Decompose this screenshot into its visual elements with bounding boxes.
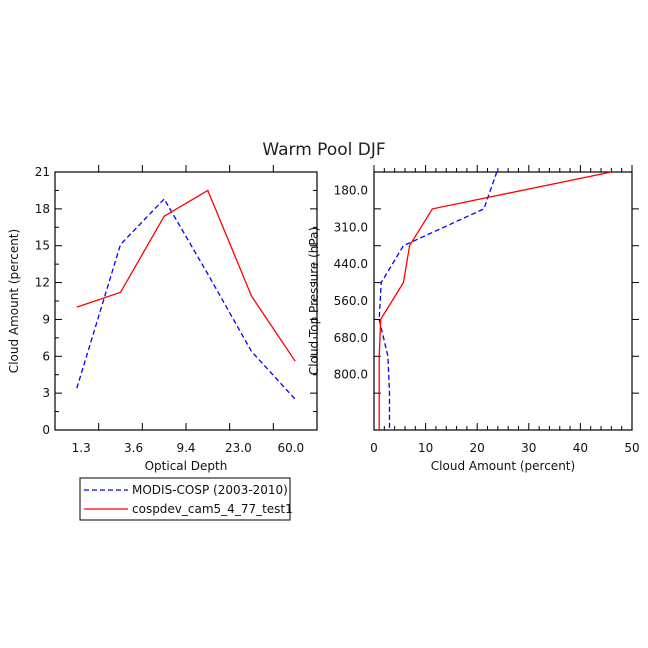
right-y-tick-label: 560.0 [334, 294, 368, 308]
left-y-axis-label: Cloud Amount (percent) [7, 229, 21, 373]
left-x-tick-label: 1.3 [72, 441, 91, 455]
right-series-line-0 [378, 171, 498, 430]
left-axis-ticks: 0 3 6 9 12 15 18 21 1.3 3.6 9.4 23.0 60.0 [35, 165, 317, 455]
right-y-tick-label: 440.0 [334, 257, 368, 271]
optical-depth-panel: 0 3 6 9 12 15 18 21 1.3 3.6 9.4 23.0 60.0 Optical De… [7, 165, 318, 473]
right-x-tick-label: 20 [470, 441, 485, 455]
right-x-tick-label: 10 [418, 441, 433, 455]
left-y-tick-label: 21 [35, 165, 50, 179]
right-plot-frame [373, 171, 633, 431]
left-x-tick-label: 23.0 [225, 441, 252, 455]
right-y-tick-label: 310.0 [334, 220, 368, 234]
right-series-line-1 [378, 171, 612, 430]
legend-label-model: cospdev_cam5_4_77_test1 [132, 502, 293, 516]
left-x-tick-label: 9.4 [176, 441, 195, 455]
right-x-tick-label: 40 [573, 441, 588, 455]
right-axis-ticks: 0 10 20 30 40 50 180.0 310.0 440.0 560.0 680.0 800.… [334, 165, 640, 455]
left-y-tick-label: 18 [35, 202, 50, 216]
left-y-tick-label: 12 [35, 276, 50, 290]
right-x-tick-label: 50 [624, 441, 639, 455]
left-x-axis-label: Optical Depth [145, 459, 228, 473]
right-y-tick-label: 680.0 [334, 331, 368, 345]
right-y-axis-label: Cloud Top Pressure (hPa) [307, 227, 321, 375]
left-series [76, 189, 296, 400]
right-y-tick-label: 800.0 [334, 368, 368, 382]
right-series [378, 171, 612, 430]
right-x-axis-label: Cloud Amount (percent) [431, 459, 575, 473]
left-y-tick-label: 15 [35, 239, 50, 253]
left-y-tick-label: 6 [42, 349, 50, 363]
right-x-tick-label: 30 [521, 441, 536, 455]
left-y-tick-label: 0 [42, 423, 50, 437]
right-y-tick-label: 180.0 [334, 183, 368, 197]
legend-box [79, 477, 291, 521]
pressure-panel: 0 10 20 30 40 50 180.0 310.0 440.0 560.0 680.0 800.… [307, 165, 640, 473]
left-x-tick-label: 3.6 [124, 441, 143, 455]
left-x-tick-label: 60.0 [277, 441, 304, 455]
left-series-line-0 [76, 197, 296, 400]
legend-label-modis: MODIS-COSP (2003-2010) [132, 483, 288, 497]
left-y-tick-label: 3 [42, 386, 50, 400]
left-series-line-1 [76, 189, 296, 362]
right-x-tick-label: 0 [370, 441, 378, 455]
figure-title: Warm Pool DJF [262, 140, 385, 160]
left-y-tick-label: 9 [42, 312, 50, 326]
legend: MODIS-COSP (2003-2010) cospdev_cam5_4_77… [79, 477, 293, 521]
